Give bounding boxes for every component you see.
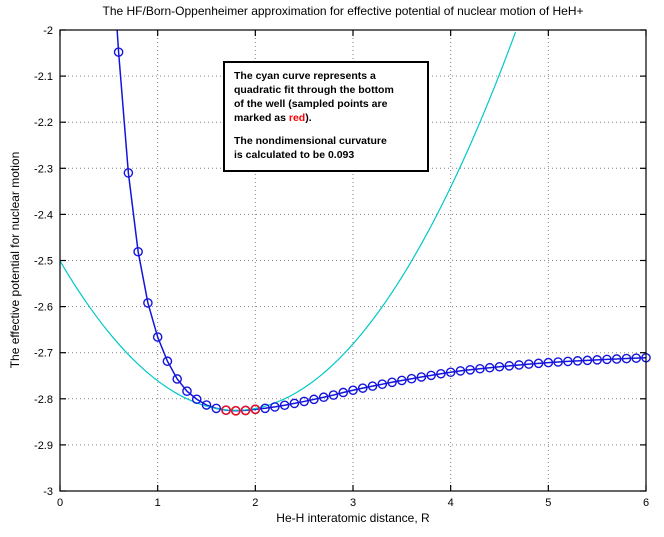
annotation-text-1: The cyan curve represents a quadratic fi…: [234, 70, 394, 124]
svg-text:-2.1: -2.1: [34, 71, 53, 83]
annotation-paragraph-2: The nondimensional curvature is calculat…: [234, 135, 387, 161]
svg-text:-2.8: -2.8: [34, 394, 53, 406]
annotation-box: The cyan curve represents a quadratic fi…: [223, 61, 429, 172]
annotation-red-word: red: [288, 112, 306, 124]
y-axis-label: The effective potential for nuclear moti…: [8, 151, 22, 369]
annotation-text-1-suffix: ).: [305, 112, 312, 124]
svg-text:-3: -3: [43, 486, 53, 498]
svg-text:-2: -2: [43, 25, 53, 37]
quadratic-fit-curve: [59, 31, 517, 411]
red-sample-markers: [221, 404, 261, 416]
svg-text:-2.4: -2.4: [34, 209, 53, 221]
svg-text:1: 1: [155, 497, 161, 509]
svg-text:-2.2: -2.2: [34, 117, 53, 129]
svg-text:-2.3: -2.3: [34, 163, 53, 175]
y-tick-labels: -3 -2.9 -2.8 -2.7 -2.6 -2.5 -2.4 -2.3 -2.2 -2.1 -2: [34, 25, 53, 498]
svg-text:4: 4: [448, 497, 454, 509]
x-axis-label: He-H interatomic distance, R: [276, 511, 430, 525]
hf-bo-curve: [116, 29, 647, 412]
svg-text:3: 3: [350, 497, 356, 509]
svg-text:0: 0: [57, 497, 63, 509]
annotation-paragraph-1: The cyan curve represents a quadratic fi…: [234, 69, 421, 125]
svg-text:-2.9: -2.9: [34, 440, 53, 452]
svg-text:-2.6: -2.6: [34, 302, 53, 314]
chart-title: The HF/Born-Oppenheimer approximation fo…: [102, 4, 584, 18]
svg-text:-2.5: -2.5: [34, 256, 53, 268]
x-tick-labels: 0 1 2 3 4 5 6: [57, 497, 649, 509]
axis-ticks: [59, 29, 647, 492]
svg-text:6: 6: [643, 497, 649, 509]
svg-text:-2.7: -2.7: [34, 348, 53, 360]
svg-text:2: 2: [252, 497, 258, 509]
blue-markers: [113, 47, 651, 416]
svg-text:5: 5: [545, 497, 551, 509]
